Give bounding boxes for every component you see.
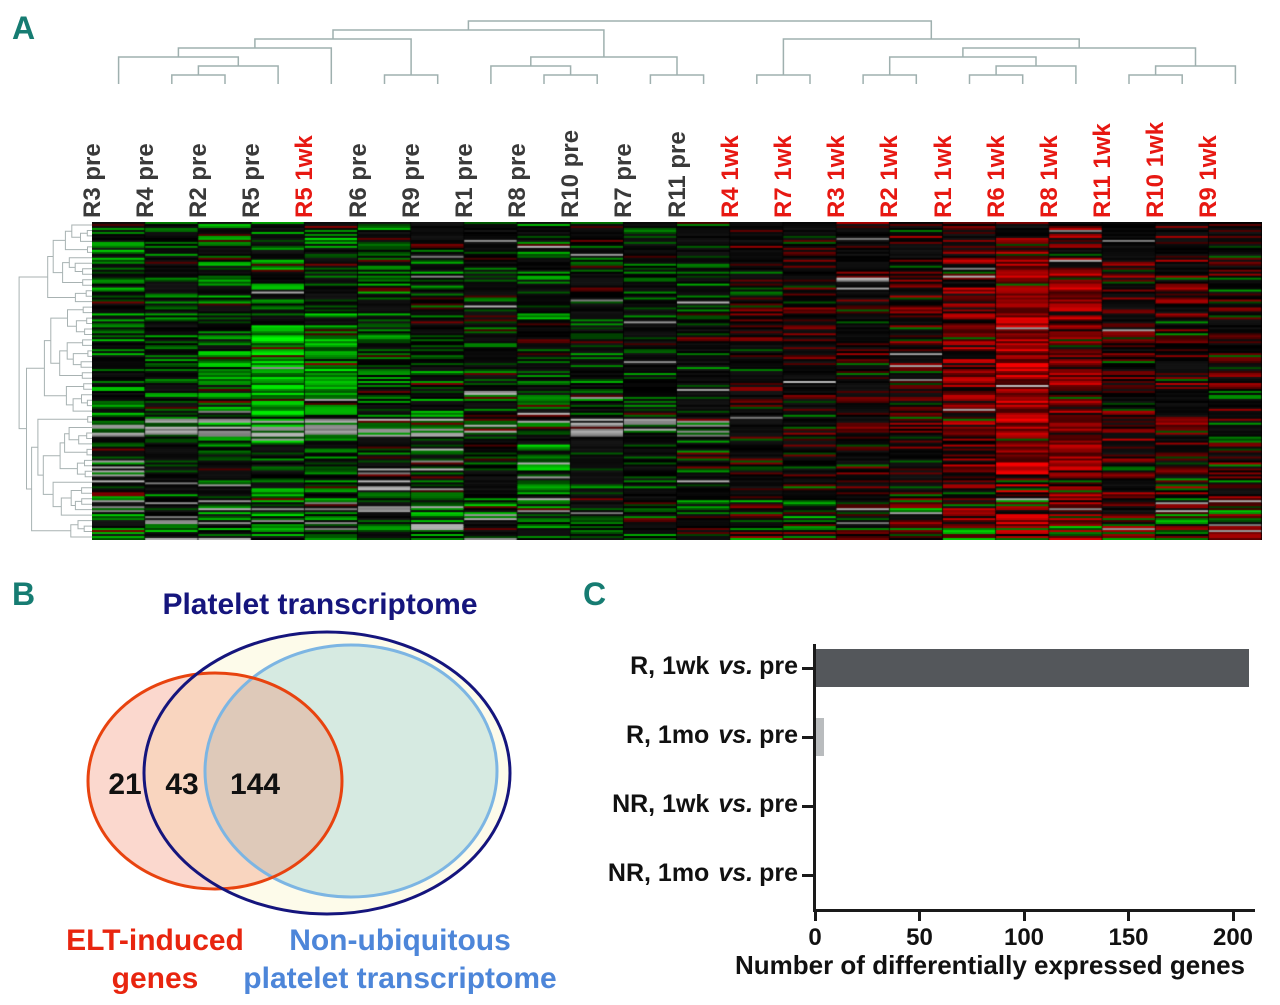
heatmap-column-label: R1 pre [450,143,478,218]
venn-count-elt-platelet: 43 [165,768,199,801]
heatmap-column-label: R7 pre [610,143,638,218]
venn-diagram [86,630,512,916]
bar [816,649,1249,687]
venn-count-elt-only: 21 [108,768,142,801]
y-axis-line [813,644,816,912]
elt-induced-label: ELT-induced genes [50,922,260,998]
x-axis-tick-label: 200 [1212,924,1254,951]
x-axis-tick-mark [1127,912,1130,921]
category-group: R, 1wk [630,652,710,680]
category-vs: vs. [718,721,754,749]
heatmap-column-label: R8 pre [504,143,532,218]
y-axis-tick [802,805,813,808]
elt-label-line2: genes [111,962,199,995]
x-axis-tick-mark [918,912,921,921]
heatmap-column-label: R6 pre [344,143,372,218]
y-axis-tick [802,874,813,877]
heatmap-column-label: R4 1wk [716,135,744,218]
bar-category-label: NR, 1wk vs. pre [555,790,798,819]
bar-category-label: R, 1mo vs. pre [555,721,798,750]
x-axis-line [813,909,1255,912]
panel-c-label: C [583,576,607,612]
non-ubiquitous-fill [205,645,497,897]
heatmap-column-label: R6 1wk [982,135,1010,218]
category-group: NR, 1mo [607,859,710,887]
category-vs: vs. [718,790,754,818]
x-axis-tick-mark [1231,912,1235,921]
row-dendrogram [18,224,92,538]
elt-label-line1: ELT-induced [66,924,244,957]
expression-heatmap [92,222,1262,540]
venn-title: Platelet transcriptome [162,588,478,621]
elt-induced-fill [88,673,342,889]
venn-count-elt-nonubiquitous: 144 [229,768,281,801]
heatmap-column-label: R9 1wk [1195,135,1223,218]
non-ubiquitous-outline [203,643,499,899]
panel-a-label: A [12,10,36,46]
heatmap-column-label: R9 pre [397,143,425,218]
heatmap-column-label: R11 1wk [1089,123,1117,218]
bar [816,718,825,756]
heatmap-column-label: R10 1wk [1142,121,1170,218]
heatmap-column-label: R3 pre [78,143,106,218]
heatmap-column-label: R1 1wk [929,135,957,218]
heatmap-column-label: R8 1wk [1035,135,1063,218]
x-axis-tick-label: 150 [1108,924,1149,951]
panel-b-label: B [12,576,36,612]
heatmap-column-label: R2 pre [184,143,212,218]
bar-category-label: R, 1wk vs. pre [555,652,798,681]
category-ref: pre [759,721,798,749]
heatmap-column-label: R10 pre [557,129,585,218]
category-vs: vs. [718,859,754,887]
heatmap-column-label: R7 1wk [769,135,797,218]
heatmap-column-label: R2 1wk [876,135,904,218]
platelet-transcriptome-outline [142,630,512,916]
heatmap-column-label: R5 1wk [291,135,319,218]
heatmap-column-label: R11 pre [663,131,691,218]
category-group: NR, 1wk [612,790,710,818]
category-vs: vs. [718,652,754,680]
column-dendrogram [117,20,1237,84]
non-ubiquitous-label: Non-ubiquitous platelet transcriptome [230,922,570,998]
x-axis-tick-label: 50 [906,924,933,951]
heatmap-column-label: R5 pre [238,143,266,218]
elt-induced-outline [86,671,344,891]
category-ref: pre [759,790,798,818]
heatmap-column-label: R3 1wk [823,135,851,218]
nonubiq-label-line2: platelet transcriptome [243,962,557,995]
y-axis-tick [802,667,813,670]
x-axis-title: Number of differentially expressed genes [734,950,1246,980]
y-axis-tick [802,736,813,739]
category-ref: pre [759,652,798,680]
x-axis-tick-mark [813,912,817,921]
category-group: R, 1mo [625,721,710,749]
heatmap-column-label: R4 pre [131,143,159,218]
x-axis-tick-label: 100 [1003,924,1045,951]
category-ref: pre [759,859,798,887]
x-axis-tick-mark [1022,912,1026,921]
nonubiq-label-line1: Non-ubiquitous [289,924,511,957]
x-axis-tick-label: 0 [808,924,822,951]
bar-category-label: NR, 1mo vs. pre [555,859,798,888]
